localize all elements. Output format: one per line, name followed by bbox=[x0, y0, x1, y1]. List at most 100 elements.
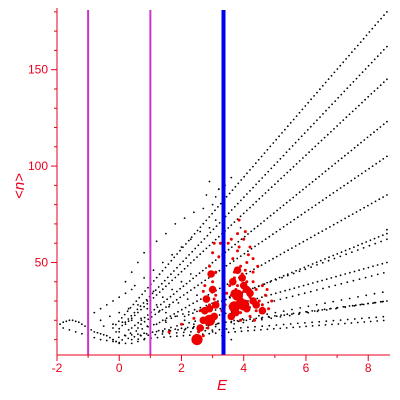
data-point bbox=[325, 109, 327, 112]
data-point bbox=[311, 148, 314, 151]
data-point bbox=[304, 268, 307, 271]
data-point bbox=[143, 305, 146, 308]
data-point bbox=[348, 215, 350, 218]
data-point bbox=[231, 257, 235, 261]
data-point bbox=[254, 309, 258, 313]
data-point bbox=[318, 201, 321, 204]
data-point bbox=[160, 282, 163, 285]
data-point bbox=[325, 320, 328, 323]
data-point bbox=[247, 250, 249, 253]
data-point bbox=[279, 327, 282, 330]
data-point bbox=[140, 334, 142, 337]
data-point bbox=[356, 44, 359, 47]
data-point bbox=[251, 257, 255, 261]
data-point bbox=[297, 293, 300, 296]
data-point bbox=[270, 299, 274, 303]
data-point bbox=[310, 236, 312, 239]
data-point bbox=[163, 336, 165, 338]
data-point bbox=[218, 222, 221, 224]
data-point bbox=[279, 298, 282, 301]
data-point bbox=[321, 199, 324, 202]
data-point bbox=[305, 325, 307, 328]
data-point bbox=[194, 320, 197, 323]
data-point bbox=[189, 273, 192, 275]
data-point bbox=[169, 295, 172, 298]
data-point bbox=[135, 330, 138, 332]
data-point bbox=[193, 308, 196, 311]
data-point bbox=[270, 167, 273, 170]
data-point bbox=[253, 329, 256, 332]
data-point bbox=[254, 288, 258, 291]
data-point bbox=[368, 31, 371, 33]
data-point bbox=[264, 173, 267, 176]
data-point bbox=[127, 307, 130, 310]
data-point bbox=[136, 308, 139, 311]
data-point bbox=[165, 311, 167, 314]
data-point bbox=[238, 274, 246, 282]
data-point bbox=[307, 305, 310, 308]
data-point bbox=[275, 324, 278, 326]
data-point bbox=[339, 122, 342, 124]
data-point bbox=[196, 300, 198, 303]
data-point bbox=[212, 297, 216, 301]
data-point bbox=[112, 323, 114, 326]
data-point bbox=[176, 290, 178, 293]
data-point bbox=[202, 295, 211, 303]
data-point bbox=[152, 280, 155, 282]
data-point bbox=[325, 309, 328, 311]
data-point bbox=[276, 161, 279, 163]
data-point bbox=[266, 148, 269, 151]
data-point bbox=[261, 177, 264, 179]
data-point bbox=[302, 188, 304, 191]
data-point bbox=[211, 329, 214, 331]
data-point bbox=[68, 329, 71, 331]
data-point bbox=[325, 228, 327, 230]
data-point bbox=[245, 272, 248, 275]
data-point bbox=[90, 329, 93, 331]
data-point bbox=[380, 240, 382, 243]
data-point bbox=[239, 264, 243, 268]
data-point bbox=[314, 145, 317, 148]
data-point bbox=[201, 334, 205, 338]
y-tick-label: 50 bbox=[35, 255, 49, 269]
data-point bbox=[226, 241, 230, 245]
data-point bbox=[254, 245, 256, 248]
data-point bbox=[258, 180, 260, 183]
data-point bbox=[351, 213, 354, 216]
data-point bbox=[302, 240, 305, 243]
data-point bbox=[268, 235, 271, 238]
data-point bbox=[268, 316, 271, 319]
point-series-0 bbox=[59, 176, 388, 345]
data-point bbox=[333, 127, 335, 130]
data-point bbox=[353, 177, 356, 180]
data-point bbox=[285, 151, 288, 154]
data-point bbox=[284, 289, 286, 292]
data-point bbox=[296, 322, 299, 325]
data-point bbox=[140, 319, 143, 322]
data-point bbox=[307, 283, 310, 286]
data-point bbox=[182, 331, 185, 334]
data-point bbox=[238, 299, 250, 311]
data-point bbox=[340, 93, 343, 96]
data-point bbox=[285, 296, 288, 299]
data-point bbox=[344, 217, 346, 220]
data-point bbox=[230, 209, 233, 211]
data-point bbox=[241, 318, 244, 320]
data-point bbox=[361, 71, 364, 74]
data-point bbox=[199, 226, 202, 229]
data-point bbox=[274, 292, 277, 295]
data-point bbox=[301, 108, 304, 111]
data-point bbox=[349, 271, 351, 274]
data-point bbox=[115, 340, 117, 343]
data-point bbox=[251, 280, 255, 284]
data-point bbox=[386, 120, 388, 123]
data-point bbox=[356, 144, 359, 147]
y-tick-label: 150 bbox=[28, 63, 48, 77]
data-point bbox=[121, 339, 124, 341]
data-point bbox=[289, 221, 292, 224]
data-point bbox=[140, 323, 142, 326]
data-point bbox=[356, 321, 359, 324]
data-point bbox=[381, 291, 384, 294]
data-point bbox=[351, 51, 353, 54]
data-point bbox=[130, 314, 133, 317]
